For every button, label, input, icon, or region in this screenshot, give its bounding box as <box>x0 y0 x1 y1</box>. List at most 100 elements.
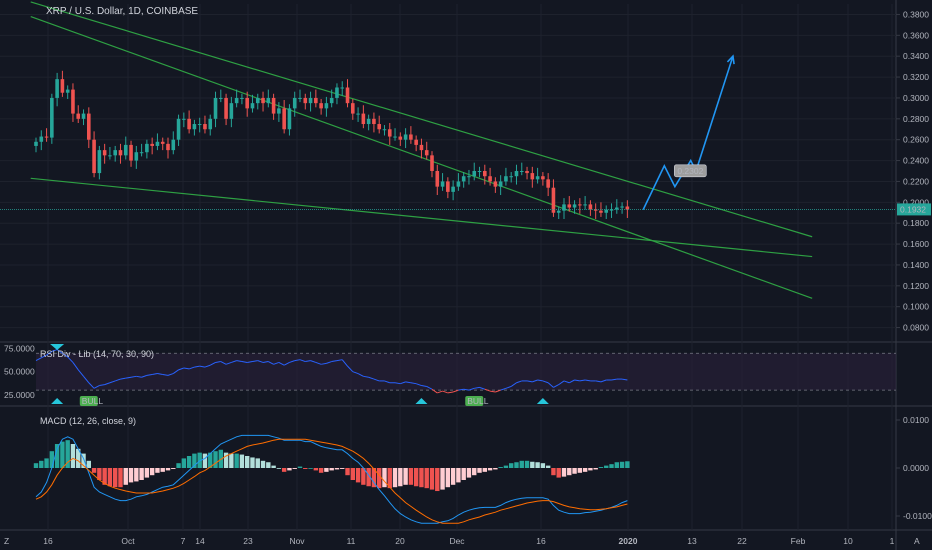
rsi-line-segment <box>495 389 501 393</box>
rsi-line-segment <box>62 352 68 358</box>
candle-body <box>245 97 249 109</box>
rsi-line-segment <box>257 360 264 363</box>
macd-histogram-bar <box>118 468 123 488</box>
rsi-line-segment <box>104 382 111 386</box>
rsi-line-segment <box>125 376 132 379</box>
candle-body <box>298 97 302 99</box>
candle-body <box>504 176 508 182</box>
candle-body <box>314 97 318 104</box>
macd-histogram-bar <box>54 444 60 468</box>
rsi-line-segment <box>247 361 253 363</box>
candle-body <box>620 206 624 208</box>
candle-body <box>219 97 223 99</box>
macd-histogram-bar <box>97 468 102 480</box>
main-price-axis[interactable]: 0.3800 0.3600 0.3400 0.3200 0.3000 0.2800 0.26… <box>896 9 931 333</box>
macd-histogram-bar <box>461 468 466 480</box>
macd-histogram-bar <box>556 468 561 478</box>
macd-histogram-bar <box>561 468 567 477</box>
rsi-line-segment <box>431 388 438 394</box>
candle-body <box>176 118 181 140</box>
time-tick-label: 20 <box>395 536 405 546</box>
zoom-tool-label[interactable]: Z <box>4 536 9 546</box>
macd-histogram-bar <box>250 457 255 468</box>
macd-histogram-bar <box>287 468 292 471</box>
macd-histogram-bar <box>70 444 76 468</box>
macd-histogram-bar <box>202 453 208 468</box>
macd-histogram-bar <box>134 468 139 482</box>
rsi-line-segment <box>157 373 163 375</box>
time-tick-label: Dec <box>449 536 465 546</box>
macd-histogram-bar <box>424 468 429 489</box>
time-axis[interactable]: 16 Oct 7 14 23 Nov 11 20 Dec 16 2020 13 22 Feb 10 1 <box>43 536 894 546</box>
candle-body <box>551 187 556 213</box>
rsi-line-segment <box>579 379 586 382</box>
projection-path[interactable]: 0.2302 <box>642 54 735 210</box>
candle-body <box>197 124 202 126</box>
divergence-marker <box>50 344 65 350</box>
candle-body <box>303 97 308 104</box>
price-tick-label: 0.1600 <box>903 239 929 249</box>
macd-histogram-bar <box>334 468 340 470</box>
rsi-line-segment <box>252 360 258 363</box>
candle-body <box>203 124 207 130</box>
candle-body <box>530 173 535 180</box>
macd-histogram-bar <box>350 468 355 480</box>
rsi-line-segment <box>231 360 237 363</box>
macd-histogram-bar <box>440 468 445 490</box>
trendline <box>30 177 813 258</box>
rsi-line-segment <box>341 359 348 367</box>
macd-histogram-bar <box>229 453 234 468</box>
rsi-line-segment <box>415 383 422 387</box>
candle-body <box>556 210 561 213</box>
macd-tick-label: 0.0000 <box>903 463 929 473</box>
macd-histogram-bar <box>509 463 514 468</box>
rsi-line-segment <box>516 380 522 384</box>
macd-histogram-bar <box>377 468 382 489</box>
candle-body <box>234 97 239 104</box>
time-tick-label: 7 <box>181 536 186 546</box>
price-tick-label: 0.1000 <box>903 302 929 312</box>
rsi-line-segment <box>558 380 565 386</box>
macd-histogram-bar <box>593 468 598 470</box>
macd-histogram-bar <box>482 468 487 472</box>
candle-body <box>171 139 176 151</box>
candle-body <box>271 97 276 114</box>
macd-histogram-bar <box>292 468 297 469</box>
candle-body <box>345 87 350 104</box>
macd-histogram-bar <box>551 468 556 476</box>
time-tick-label: 2020 <box>619 536 638 546</box>
price-tick-label: 0.1800 <box>903 218 929 228</box>
divergence-marker <box>536 398 549 404</box>
macd-histogram-bar <box>149 468 155 476</box>
rsi-line-segment <box>204 364 211 368</box>
price-tick-label: 0.1200 <box>903 281 929 291</box>
projection-arrow <box>726 54 735 65</box>
price-tick-label: 0.3200 <box>903 72 929 82</box>
divergence-marker <box>51 398 64 404</box>
candle-body <box>366 118 371 125</box>
rsi-line-segment <box>77 369 84 377</box>
candle-body <box>44 136 49 138</box>
candle-body <box>129 144 133 161</box>
macd-histogram-bar <box>86 460 91 468</box>
rsi-line-segment <box>479 386 485 390</box>
rsi-line-segment <box>41 354 47 359</box>
rsi-line-segment <box>56 349 63 354</box>
rsi-line-segment <box>141 374 148 378</box>
candle-body <box>599 210 603 213</box>
time-tick-label: 13 <box>687 536 697 546</box>
candle-body <box>430 155 434 171</box>
macd-axis: 0.0100 0.0000 -0.0100 <box>896 415 932 521</box>
rsi-tick-label: 50.0000 <box>4 367 35 377</box>
rsi-line-segment <box>452 389 459 393</box>
candle-body <box>588 204 593 210</box>
auto-scale-label[interactable]: A <box>914 536 920 546</box>
rsi-line-segment <box>442 390 449 394</box>
rsi-line-segment <box>109 380 116 384</box>
price-tick-label: 0.0800 <box>903 323 929 333</box>
rsi-line-segment <box>542 380 549 384</box>
time-tick-label: 10 <box>843 536 853 546</box>
macd-histogram-bar <box>76 448 81 468</box>
rsi-line-segment <box>336 359 343 362</box>
